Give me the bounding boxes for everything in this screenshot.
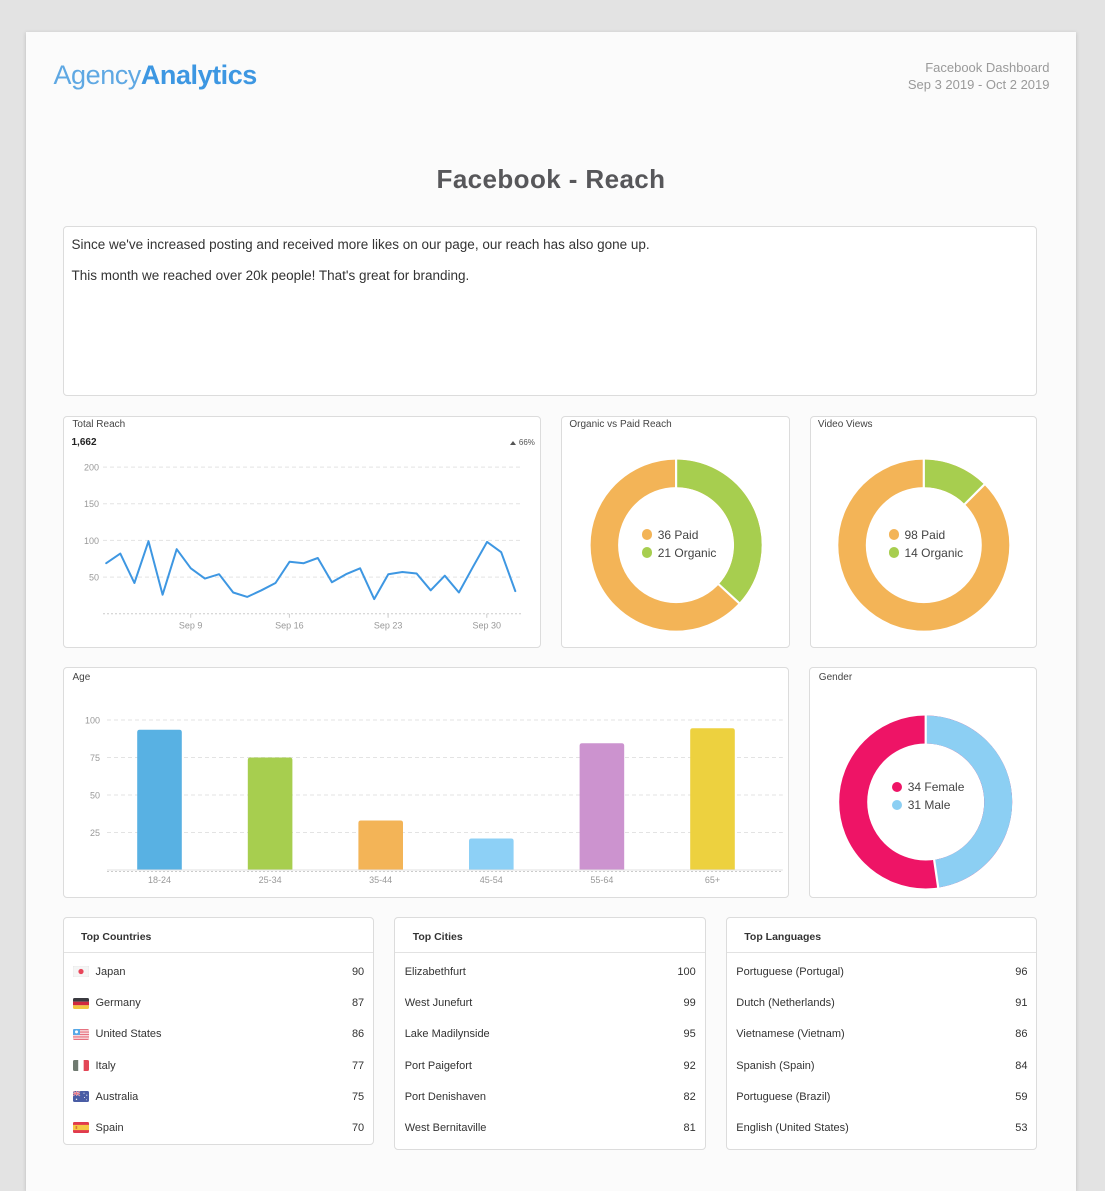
svg-text:65+: 65+ [704, 875, 719, 885]
svg-text:Sep 30: Sep 30 [472, 620, 501, 630]
svg-text:45-54: 45-54 [479, 875, 502, 885]
svg-text:50: 50 [88, 572, 98, 582]
svg-text:Sep 9: Sep 9 [178, 620, 202, 630]
svg-text:100: 100 [83, 535, 98, 545]
svg-text:25: 25 [89, 828, 99, 838]
svg-text:Sep 23: Sep 23 [373, 620, 402, 630]
svg-text:35-44: 35-44 [369, 875, 392, 885]
svg-text:150: 150 [83, 499, 98, 509]
svg-text:100: 100 [84, 715, 99, 725]
svg-text:55-64: 55-64 [590, 875, 613, 885]
svg-text:25-34: 25-34 [258, 875, 281, 885]
svg-text:18-24: 18-24 [147, 875, 170, 885]
svg-text:Sep 16: Sep 16 [275, 620, 304, 630]
svg-text:200: 200 [83, 462, 98, 472]
svg-text:50: 50 [89, 790, 99, 800]
svg-text:75: 75 [89, 753, 99, 763]
